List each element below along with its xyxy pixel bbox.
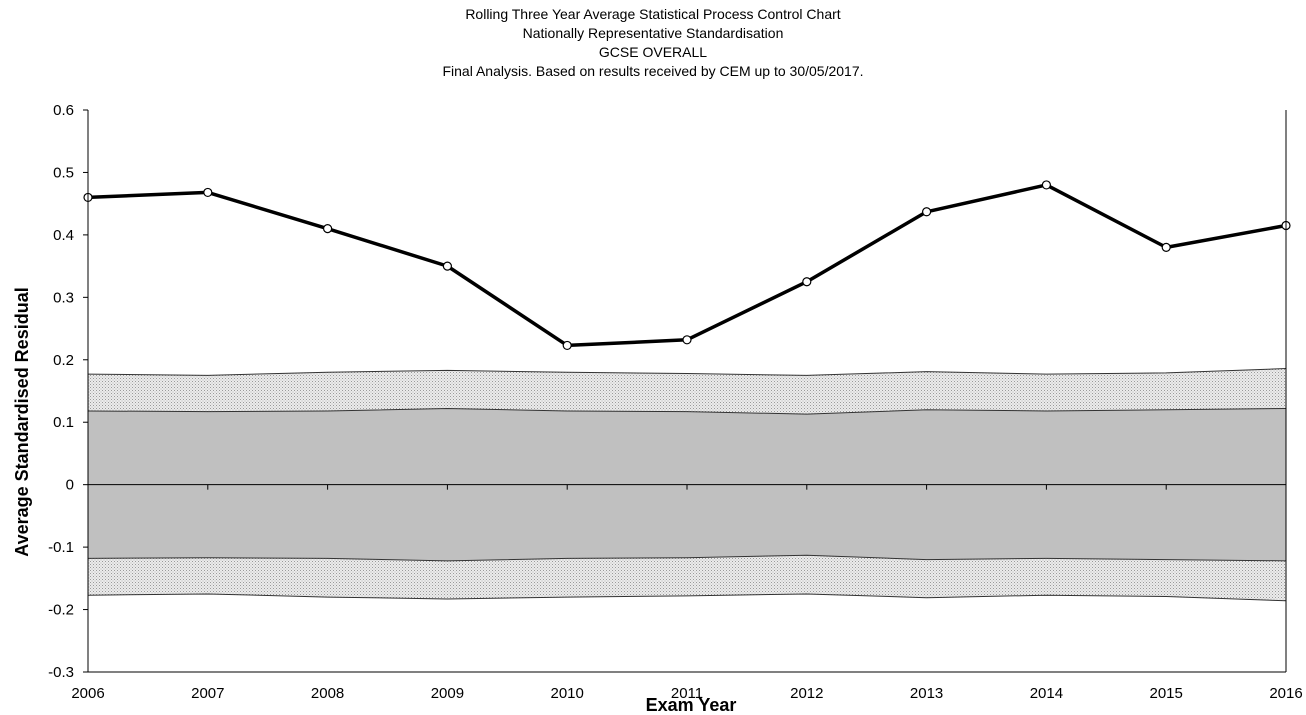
inner-lower-limit-line <box>87 554 1287 562</box>
y-axis: 0.6 0.5 0.4 0.3 0.2 0.1 0 -0.1 -0.2 -0.3 <box>48 102 1287 681</box>
y-tick-label: 0.6 <box>53 102 74 119</box>
data-point <box>1041 180 1052 190</box>
y-tick-label: -0.3 <box>48 664 74 681</box>
y-tick-label: 0.4 <box>53 227 74 244</box>
lower-outer-band <box>88 555 1286 601</box>
plot-area <box>83 180 1291 602</box>
x-axis: 2006 2007 2008 2009 2010 2011 2012 2013 2014 2015… <box>71 484 1303 702</box>
x-tick-label: 2008 <box>311 685 344 702</box>
title-line-1: Rolling Three Year Average Statistical P… <box>465 6 840 22</box>
data-point <box>1161 242 1171 252</box>
x-tick-label: 2011 <box>671 685 703 702</box>
upper-outer-band <box>88 368 1286 415</box>
x-tick-label: 2009 <box>431 685 464 702</box>
data-point <box>562 340 572 351</box>
outer-lower-limit-line <box>87 593 1287 602</box>
x-tick-label: 2010 <box>551 685 584 702</box>
y-tick-label: -0.1 <box>48 539 74 556</box>
x-tick-label: 2007 <box>191 685 224 702</box>
title-line-2: Nationally Representative Standardisatio… <box>523 25 784 41</box>
data-point <box>203 187 213 198</box>
series-line <box>87 183 1287 348</box>
data-point <box>921 207 932 217</box>
y-axis-title: Average Standardised Residual <box>12 287 32 556</box>
data-point <box>442 261 452 271</box>
y-tick-label: 0.2 <box>53 352 74 369</box>
x-axis-title: Exam Year <box>646 695 737 715</box>
x-tick-label: 2014 <box>1030 685 1063 702</box>
x-tick-label: 2015 <box>1150 685 1183 702</box>
title-line-3: GCSE OVERALL <box>599 44 707 60</box>
outer-upper-limit-line <box>87 368 1287 376</box>
x-tick-label: 2012 <box>790 685 823 702</box>
y-tick-label: 0.1 <box>53 414 74 431</box>
y-tick-label: -0.2 <box>48 602 74 619</box>
data-point <box>323 224 333 234</box>
title-line-4: Final Analysis. Based on results receive… <box>442 63 863 79</box>
data-point <box>802 277 812 287</box>
y-tick-label: 0 <box>66 477 74 494</box>
x-tick-label: 2006 <box>71 685 104 702</box>
x-tick-label: 2013 <box>910 685 943 702</box>
y-tick-label: 0.5 <box>53 164 74 181</box>
data-point <box>682 335 692 345</box>
x-tick-label: 2016 <box>1269 685 1302 702</box>
inner-upper-limit-line <box>87 407 1287 415</box>
chart-title: Rolling Three Year Average Statistical P… <box>442 6 863 79</box>
y-tick-label: 0.3 <box>53 289 74 306</box>
